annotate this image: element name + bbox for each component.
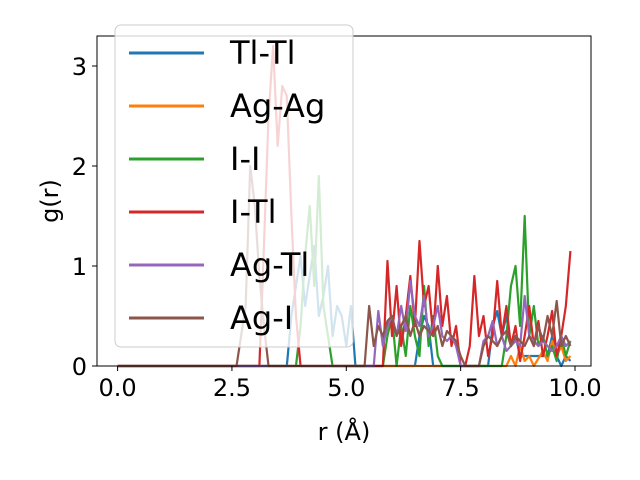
x-tick-label-2: 5.0 xyxy=(327,374,365,402)
legend-label-3: I-Tl xyxy=(230,193,276,231)
legend-label-4: Ag-Tl xyxy=(230,246,309,284)
y-tick-label-2: 2 xyxy=(72,153,87,181)
y-axis-ticks: 0 1 2 3 xyxy=(72,53,97,381)
x-axis-label: r (Å) xyxy=(318,417,371,446)
legend-label-0: Tl-Tl xyxy=(229,34,295,72)
y-tick-label-0: 0 xyxy=(72,353,87,381)
legend-label-2: I-I xyxy=(230,140,260,178)
legend-label-5: Ag-I xyxy=(230,299,293,337)
y-axis-label: g(r) xyxy=(36,179,64,223)
y-tick-label-1: 1 xyxy=(72,253,87,281)
legend-entries: Tl-Tl Ag-Ag I-I I-Tl Ag-Tl Ag-I xyxy=(129,34,325,337)
x-tick-label-4: 10.0 xyxy=(548,374,601,402)
x-tick-label-3: 7.5 xyxy=(442,374,480,402)
x-tick-label-0: 0.0 xyxy=(98,374,136,402)
legend-label-1: Ag-Ag xyxy=(230,87,325,125)
y-tick-label-3: 3 xyxy=(72,53,87,81)
x-axis-ticks: 0.0 2.5 5.0 7.5 10.0 xyxy=(98,366,602,402)
legend: Tl-Tl Ag-Ag I-I I-Tl Ag-Tl Ag-I xyxy=(114,24,354,348)
x-tick-label-1: 2.5 xyxy=(213,374,251,402)
